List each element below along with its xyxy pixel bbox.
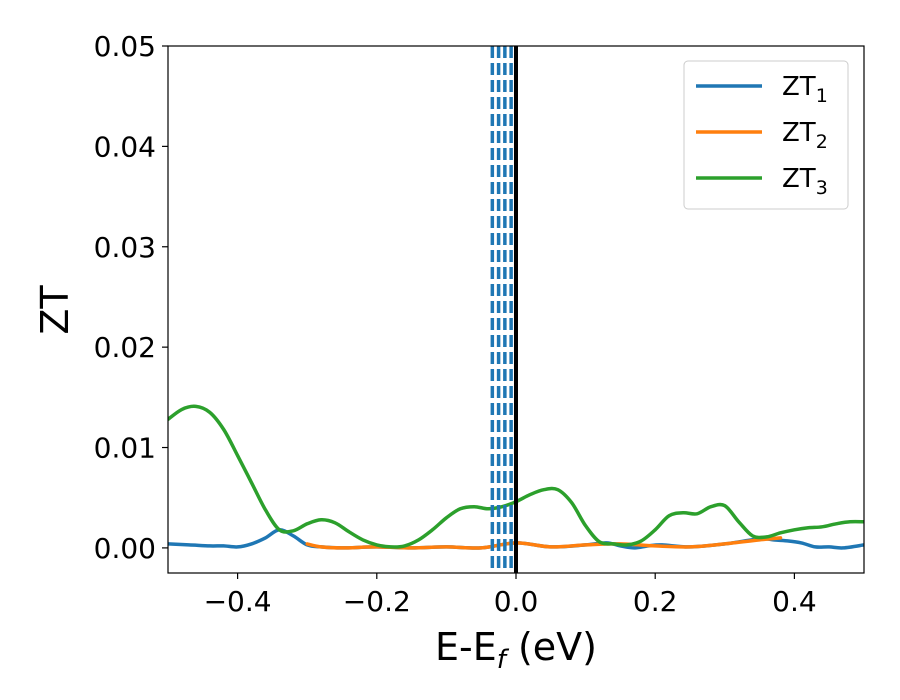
y-tick-label: 0.02 <box>94 331 156 364</box>
x-tick-label: 0.4 <box>772 585 817 618</box>
y-tick-label: 0.03 <box>94 231 156 264</box>
series-line-zt2 <box>305 536 783 550</box>
x-tick-label: 0.2 <box>633 585 678 618</box>
legend-label-zt2: ZT2 <box>782 118 828 153</box>
x-axis-label-main: E-E <box>435 625 497 669</box>
y-tick-label: 0.01 <box>94 432 156 465</box>
legend-entries: ZT1 ZT2 ZT3 <box>696 72 828 199</box>
y-axis-label: ZT <box>33 285 77 335</box>
y-tick-label: 0.00 <box>94 532 156 565</box>
legend-box <box>683 60 849 210</box>
legend-label-zt3: ZT3 <box>782 164 828 199</box>
fermi-markers <box>490 46 518 573</box>
x-axis-label-suffix: (eV) <box>506 625 597 669</box>
x-tick-label: −0.4 <box>204 585 272 618</box>
legend: ZT1 ZT2 ZT3 <box>683 60 849 210</box>
x-tick-label: −0.2 <box>343 585 411 618</box>
y-tick-label: 0.04 <box>94 130 156 163</box>
x-axis-ticks: −0.4 −0.2 0.0 0.2 0.4 <box>204 573 817 618</box>
x-axis-label: E-Ef (eV) <box>435 625 597 675</box>
x-tick-label: 0.0 <box>494 585 539 618</box>
y-tick-label: 0.05 <box>94 30 156 63</box>
legend-label-zt1: ZT1 <box>782 72 828 107</box>
y-axis-ticks: 0.00 0.01 0.02 0.03 0.04 0.05 <box>94 30 168 565</box>
